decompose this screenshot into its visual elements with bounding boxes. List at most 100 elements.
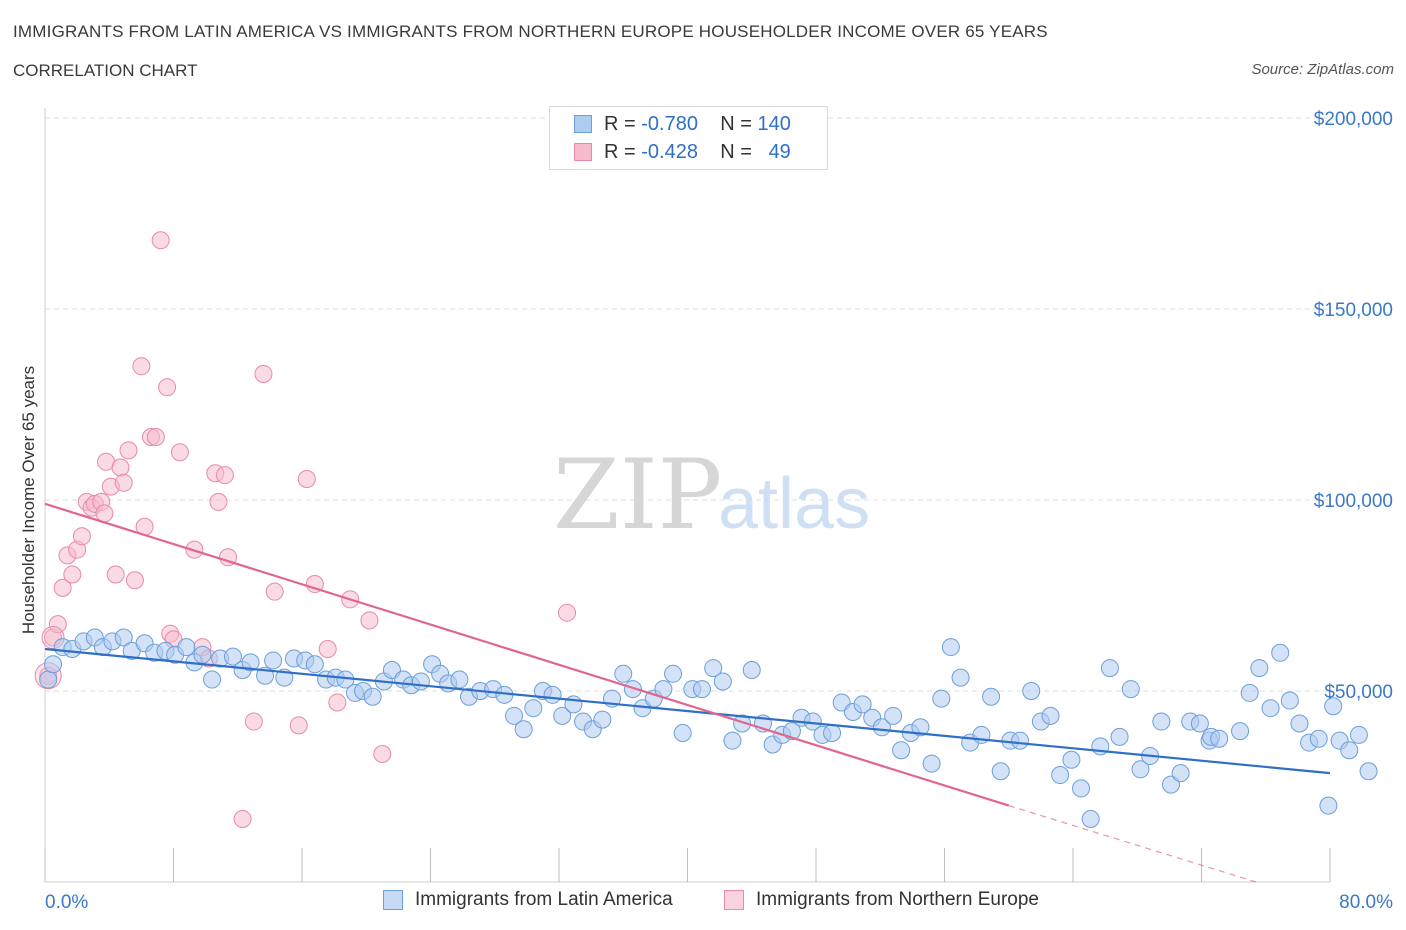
n-value: 140 [757,112,791,135]
data-point-latin-america [872,718,891,737]
data-point-northern-europe [328,693,347,712]
data-point-latin-america [1324,697,1343,716]
data-point-latin-america [264,651,283,670]
data-point-northern-europe [132,357,151,376]
data-point-latin-america [892,741,911,760]
data-point-latin-america [505,706,524,725]
data-point-latin-america [241,653,260,672]
data-point-latin-america [114,628,133,647]
tick-labels: $50,000 $100,000 $150,000 $200,000 0.0% 80.0% [45,109,1393,913]
source-credit: Source: ZipAtlas.com [1251,61,1394,78]
data-point-latin-america [1261,699,1280,718]
data-point-latin-america [177,638,196,657]
n-label: N = [720,140,752,163]
legend-item-latin-america[interactable]: Immigrants from Latin America [383,889,673,911]
data-point-northern-europe [146,427,165,446]
data-point-latin-america [305,655,324,674]
data-point-latin-america [39,670,58,689]
data-point-latin-america [673,724,692,743]
data-point-northern-europe [244,712,263,731]
data-point-northern-europe [111,458,130,477]
data-point-latin-america [1121,680,1140,699]
data-point-latin-america [1290,714,1309,733]
data-point-latin-america [1359,762,1378,781]
data-point-northern-europe [63,565,82,584]
data-point-latin-america [1100,659,1119,678]
data-point-northern-europe [158,378,177,397]
data-point-latin-america [1051,766,1070,785]
trend-lines [44,502,1331,883]
data-point-latin-america [1161,775,1180,794]
trend-line-northern-europe-extension [1008,805,1257,883]
r-label: R = [604,112,636,135]
data-point-latin-america [1280,691,1299,710]
data-point-northern-europe [48,615,67,634]
data-point-northern-europe [72,527,91,546]
n-label: N = [720,112,752,135]
data-point-latin-america [951,668,970,687]
data-point-northern-europe [558,603,577,622]
data-point-northern-europe [254,364,273,383]
data-point-northern-europe [265,582,284,601]
data-point-latin-america [1171,764,1190,783]
data-point-latin-america [1250,659,1269,678]
chart-subtitle: CORRELATION CHART [13,61,198,80]
watermark-zip: ZIP [553,439,722,551]
data-point-latin-america [982,687,1001,706]
data-point-latin-america [1022,682,1041,700]
data-point-latin-america [991,762,1010,781]
data-point-latin-america [1152,712,1171,731]
data-point-latin-america [884,706,903,725]
data-point-latin-america [692,680,711,699]
blue-swatch [574,115,592,133]
data-point-northern-europe [305,575,324,594]
data-point-northern-europe [119,441,138,460]
latin-america-points [39,628,1378,828]
data-point-northern-europe [297,469,316,488]
pink-swatch [574,143,592,161]
data-point-northern-europe [289,716,308,735]
y-axis-label: Householder Income Over 65 years [19,365,38,635]
data-point-latin-america [1309,729,1328,748]
data-point-latin-america [932,689,951,708]
data-point-latin-america [193,645,212,664]
trend-line-latin-america [44,647,1331,775]
data-point-latin-america [1072,779,1091,798]
data-point-northern-europe [209,492,228,511]
data-point-northern-europe [125,571,144,590]
data-point-latin-america [823,724,842,743]
grid-lines [45,117,1330,692]
axes [44,108,1331,883]
series-legend: Immigrants from Latin America Immigrants… [0,889,1406,915]
legend-label: Immigrants from Latin America [415,889,673,910]
data-point-latin-america [922,754,941,773]
data-point-latin-america [911,718,930,737]
data-point-northern-europe [360,611,379,630]
data-point-northern-europe [53,578,72,597]
data-point-latin-america [723,731,742,750]
data-point-northern-europe [170,443,189,462]
northern-europe-points [34,231,577,828]
pink-swatch [724,890,744,910]
data-point-northern-europe [114,473,133,492]
data-point-latin-america [514,720,533,739]
legend-item-northern-europe[interactable]: Immigrants from Northern Europe [724,889,1039,911]
data-point-latin-america [1340,741,1359,760]
data-point-latin-america [450,670,469,689]
legend-label: Immigrants from Northern Europe [756,889,1039,910]
data-point-northern-europe [95,504,114,523]
data-point-latin-america [941,638,960,657]
correlation-legend: R = -0.780 N = 140 R = -0.428 N = 49 [549,106,828,170]
data-point-latin-america [733,714,752,733]
data-point-latin-america [1041,706,1060,725]
r-label: R = [604,140,636,163]
data-point-latin-america [742,660,761,679]
data-point-latin-america [593,710,612,729]
x-tick-label: 80.0% [1339,892,1393,913]
data-point-northern-europe [215,466,234,485]
data-point-northern-europe [151,231,170,250]
data-point-latin-america [1231,722,1250,741]
x-tick-label: 0.0% [45,892,88,913]
y-tick-label: $200,000 [1314,109,1393,130]
